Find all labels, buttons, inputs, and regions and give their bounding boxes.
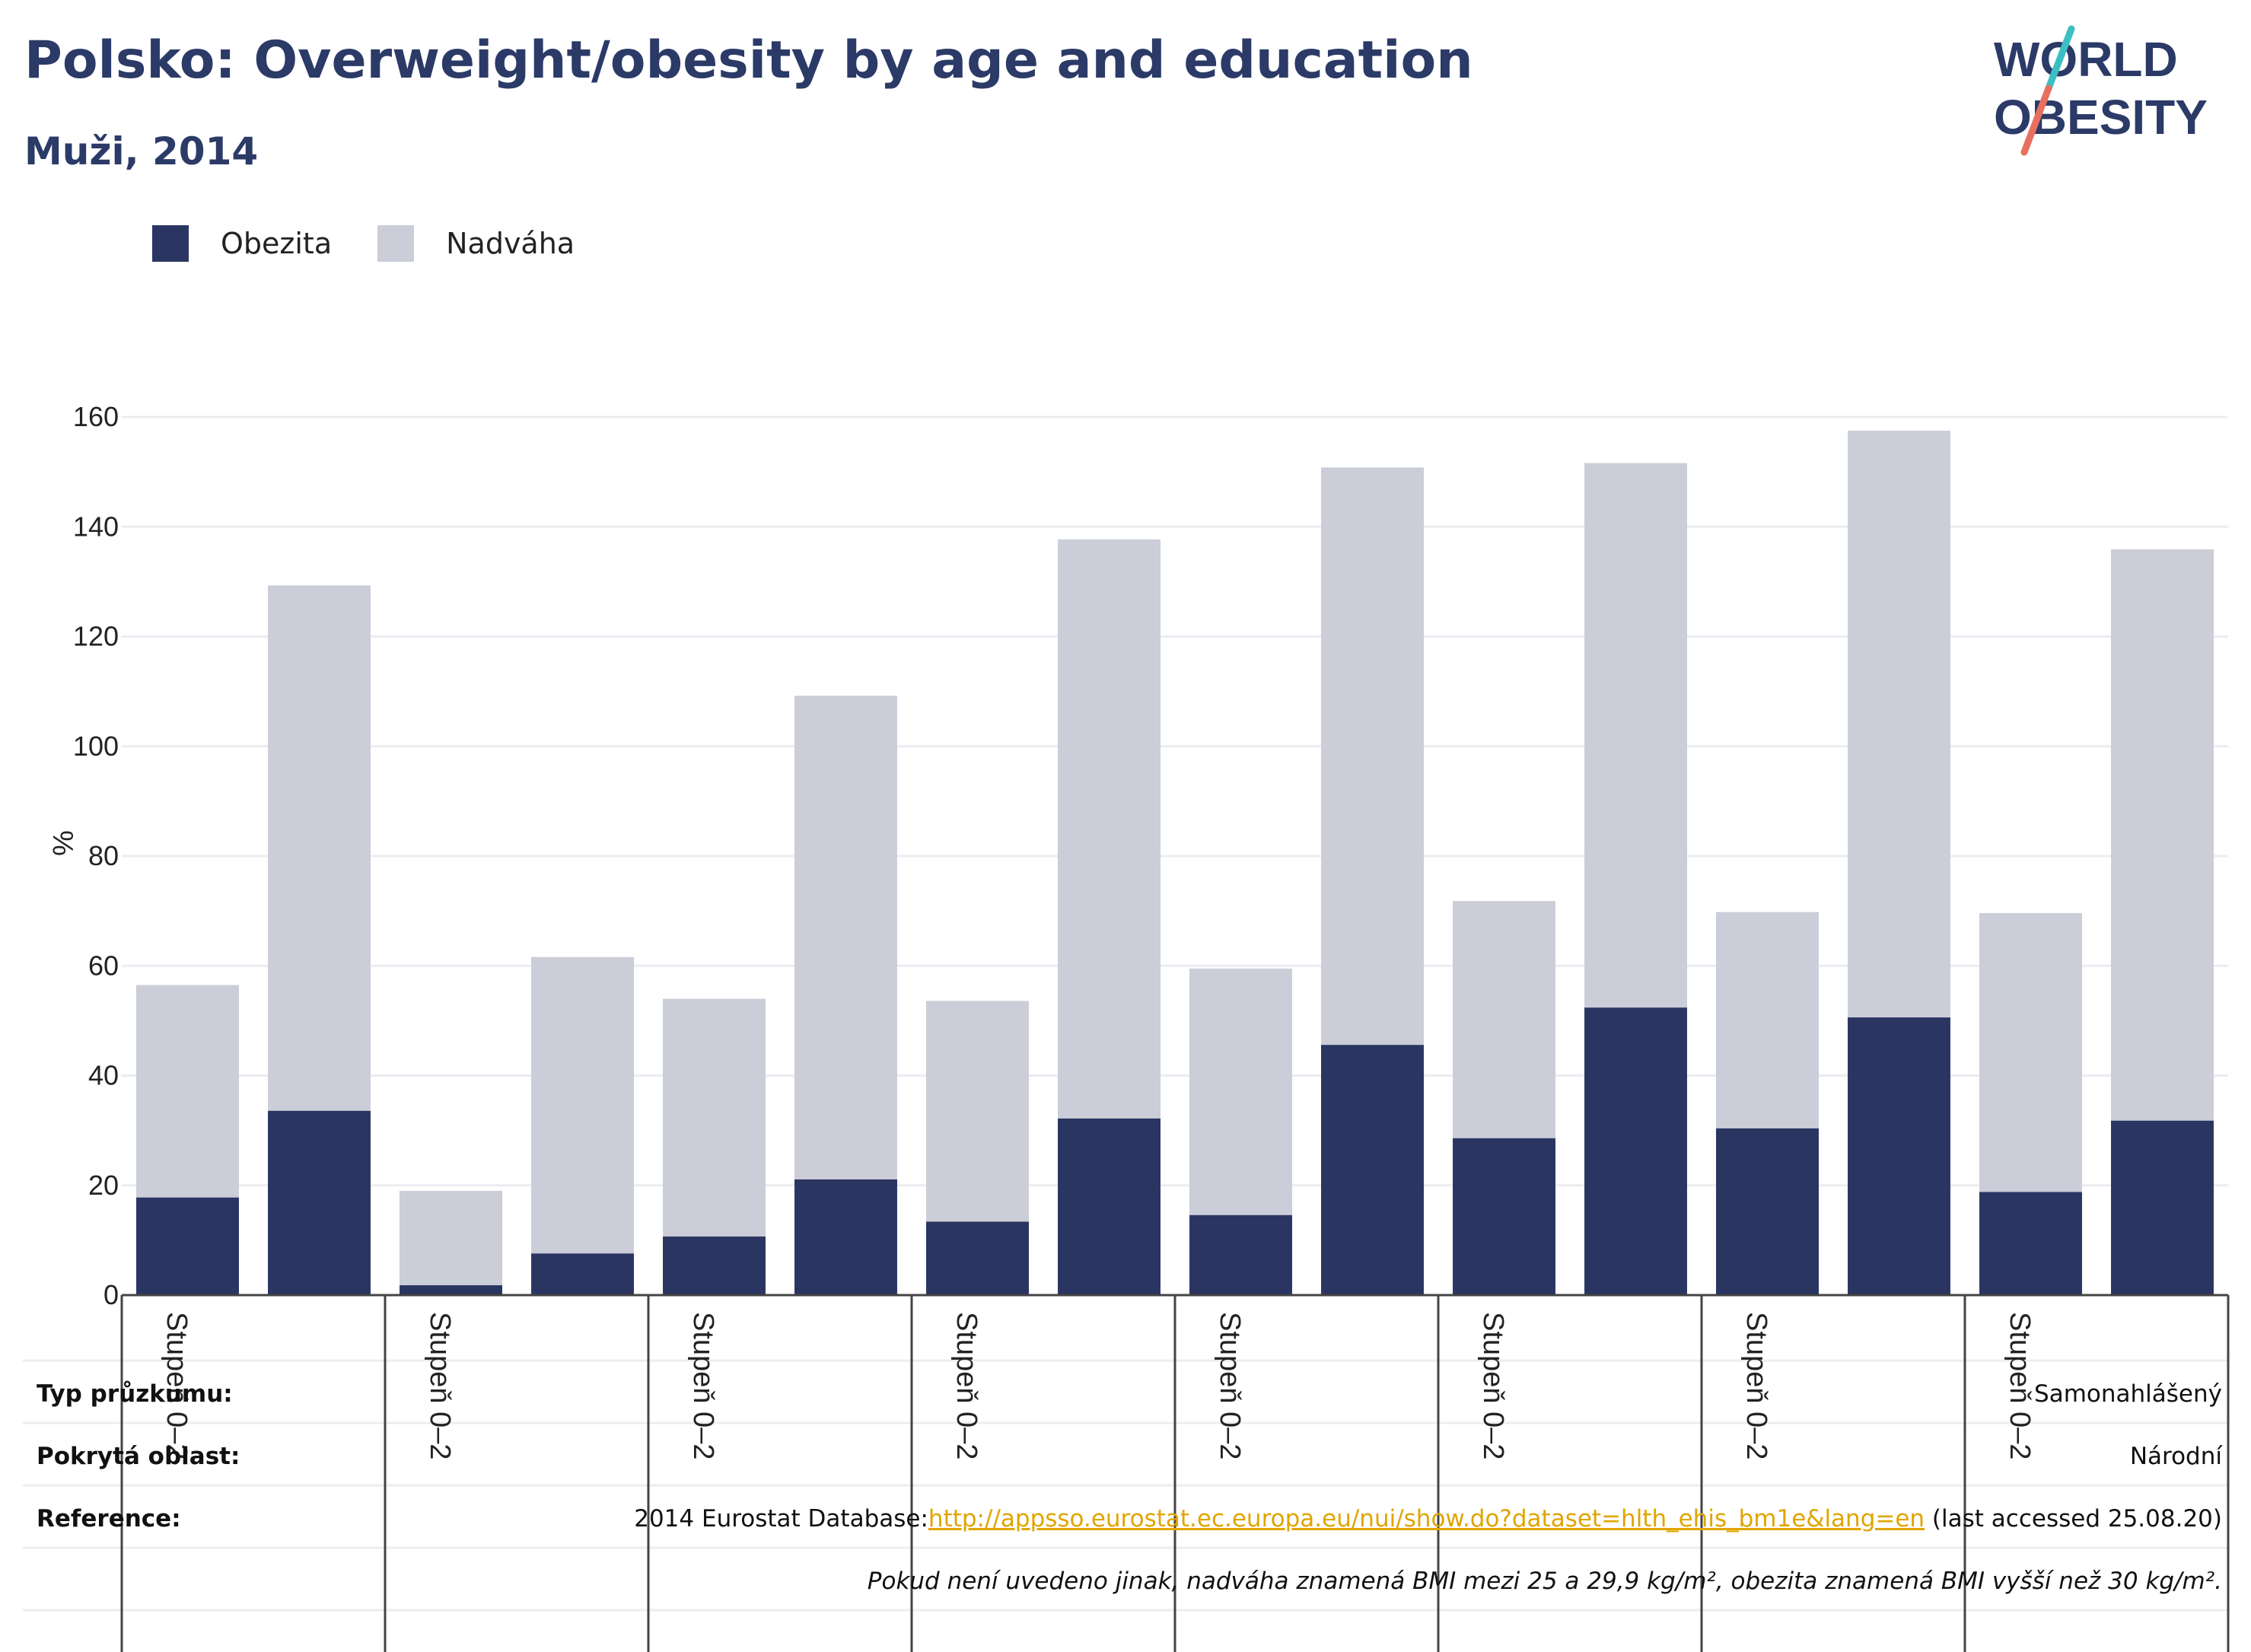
y-tick-label: 100 [73,731,119,762]
chart-legend: Obezita Nadváha [152,225,620,262]
bar-overweight [400,1190,502,1286]
svg-text:WORLD: WORLD [1994,32,2178,87]
y-tick-label: 20 [88,1170,119,1201]
x-group-label: Stupeň 0–2 [1214,1312,1246,1459]
bar-obesity [268,1110,371,1295]
y-tick-label: 0 [103,1279,119,1310]
info-row-survey-type: Typ průzkumu: Samonahlášený [23,1362,2222,1423]
bar-obesity [1716,1128,1819,1295]
bar-overweight [2111,549,2214,1121]
bar-overweight [268,585,371,1111]
bar-overweight [1453,901,1555,1138]
legend-label-overweight: Nadváha [446,227,575,260]
bar-obesity [2111,1120,2214,1295]
x-group-label: Stupeň 0–2 [1740,1312,1772,1459]
bar-obesity [1453,1138,1555,1295]
bar-overweight [1979,913,2082,1192]
legend-item-obesity: Obezita [152,225,332,262]
info-row-area: Pokrytá oblast: Národní [23,1424,2222,1485]
bar-overweight [794,695,897,1179]
bar-obesity [663,1236,766,1295]
bar-overweight [1058,539,1161,1119]
info-row-reference: Reference: 2014 Eurostat Database:http:/… [23,1487,2222,1548]
y-tick-label: 160 [73,401,119,432]
bar-overweight [663,998,766,1237]
y-axis-label: % [46,830,78,856]
y-tick-label: 120 [73,621,119,652]
legend-swatch-obesity [152,225,189,262]
y-tick-label: 140 [73,511,119,542]
area-label: Pokrytá oblast: [37,1443,240,1470]
x-group-label: Stupeň 0–2 [161,1312,193,1459]
chart-subtitle: Muži, 2014 [24,129,259,173]
bar-obesity [1189,1214,1292,1295]
legend-label-obesity: Obezita [221,227,333,260]
bar-overweight [136,985,239,1198]
reference-link[interactable]: http://appsso.eurostat.ec.europa.eu/nui/… [928,1505,1925,1533]
x-group-label: Stupeň 0–2 [1477,1312,1509,1459]
bar-obesity [1979,1192,2082,1295]
reference-value: 2014 Eurostat Database:http://appsso.eur… [634,1505,2222,1533]
bar-obesity [136,1197,239,1295]
bar-overweight [1716,912,1819,1128]
bar-obesity [926,1221,1029,1295]
y-tick-label: 60 [88,950,119,981]
legend-swatch-overweight [377,225,415,262]
x-group-label: Stupeň 0–2 [687,1312,719,1459]
bar-obesity [400,1285,502,1295]
area-value: Národní [2129,1443,2222,1470]
x-group-label: Stupeň 0–2 [424,1312,456,1459]
bar-overweight [1321,467,1424,1046]
reference-prefix: 2014 Eurostat Database: [634,1505,928,1533]
reference-label: Reference: [37,1505,181,1533]
legend-item-overweight: Nadváha [377,225,575,262]
bar-overweight [531,957,634,1254]
bar-overweight [1848,431,1950,1018]
x-group-label: Stupeň 0–2 [2004,1312,2036,1459]
bar-overweight [1189,968,1292,1215]
bar-overweight [1584,463,1687,1008]
bar-obesity [1058,1118,1161,1295]
x-group-label: Stupeň 0–2 [950,1312,982,1459]
bar-overweight [926,1001,1029,1222]
survey-type-value: Samonahlášený [2034,1380,2222,1408]
world-obesity-logo: WORLD OBESITY [1994,25,2208,156]
y-tick-label: 80 [88,840,119,871]
bar-obesity [531,1253,634,1295]
y-tick-label: 40 [88,1060,119,1091]
bar-obesity [1848,1017,1950,1295]
reference-suffix: (last accessed 25.08.20) [1925,1505,2222,1533]
definition-note: Pokud není uvedeno jinak, nadváha znamen… [867,1568,2222,1595]
bar-obesity [1584,1007,1687,1295]
bar-obesity [1321,1045,1424,1295]
info-row-note: Pokud není uvedeno jinak, nadváha znamen… [23,1549,2222,1610]
survey-type-label: Typ průzkumu: [37,1380,233,1408]
bar-obesity [794,1179,897,1295]
chart-title: Polsko: Overweight/obesity by age and ed… [24,30,1473,91]
